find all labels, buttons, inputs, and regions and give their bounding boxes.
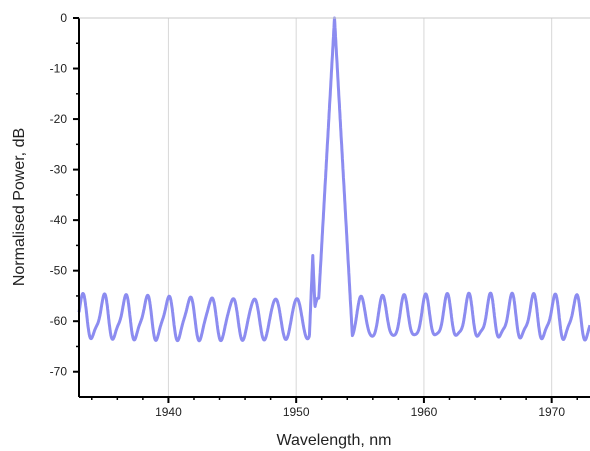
x-tick-label: 1940	[155, 405, 182, 419]
y-tick-label: -10	[50, 62, 68, 76]
spectrum-line	[77, 16, 590, 343]
y-tick-label: -40	[50, 213, 68, 227]
y-tick-label: -20	[50, 112, 68, 126]
x-axis-title: Wavelength, nm	[276, 432, 391, 449]
y-tick-label: 0	[60, 11, 67, 25]
x-tick-label: 1960	[411, 405, 438, 419]
x-tick-label: 1970	[538, 405, 565, 419]
y-tick-label: -50	[50, 264, 68, 278]
y-tick-label: -70	[50, 365, 68, 379]
y-axis-title: Normalised Power, dB	[11, 128, 28, 286]
y-tick-label: -60	[50, 314, 68, 328]
ticks: 1940 1950 1960 1970 0 -10 -20 -30 -40 -50 -60 -70	[50, 11, 578, 419]
gridlines	[167, 18, 553, 397]
x-tick-label: 1950	[283, 405, 310, 419]
axes	[78, 17, 590, 398]
y-tick-label: -30	[50, 163, 68, 177]
